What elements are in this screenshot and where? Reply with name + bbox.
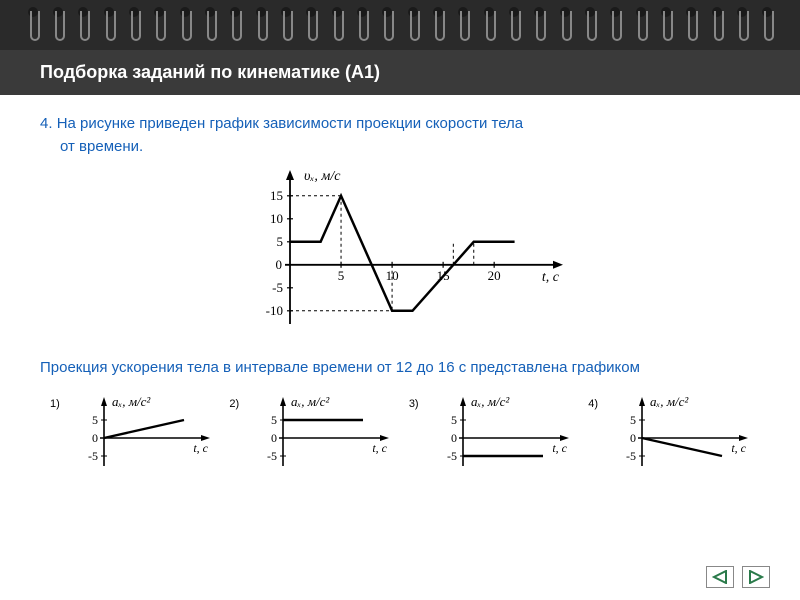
svg-text:aₓ, м/с²: aₓ, м/с² — [471, 394, 510, 409]
svg-text:5: 5 — [271, 413, 277, 427]
svg-text:aₓ, м/с²: aₓ, м/с² — [112, 394, 151, 409]
svg-text:10: 10 — [270, 211, 283, 226]
svg-text:10: 10 — [386, 268, 399, 283]
svg-text:-5: -5 — [272, 280, 283, 295]
svg-text:t, с: t, с — [373, 441, 388, 455]
problem-line1: На рисунке приведен график зависимости п… — [57, 115, 523, 132]
svg-text:0: 0 — [276, 257, 283, 272]
slide-title: Подборка заданий по кинематике (А1) — [0, 50, 800, 95]
svg-text:-5: -5 — [447, 449, 457, 463]
content-area: 4. На рисунке приведен график зависимост… — [0, 95, 800, 484]
svg-text:0: 0 — [451, 431, 457, 445]
svg-text:0: 0 — [271, 431, 277, 445]
problem-number: 4. — [40, 115, 53, 132]
problem-line2: от времени. — [40, 136, 760, 159]
svg-text:-10: -10 — [266, 303, 283, 318]
svg-text:-5: -5 — [267, 449, 277, 463]
svg-text:15: 15 — [270, 188, 283, 203]
svg-text:0: 0 — [630, 431, 636, 445]
svg-text:5: 5 — [451, 413, 457, 427]
svg-text:t, с: t, с — [542, 270, 560, 285]
option-number: 4) — [588, 394, 598, 410]
answer-options: 1) -5 0 5 aₓ, м/с² t, с 2) -5 0 5 aₓ, м/с² t, с 3) -5… — [40, 394, 760, 474]
nav-arrows — [706, 566, 770, 588]
svg-text:20: 20 — [488, 268, 501, 283]
problem-statement: 4. На рисунке приведен график зависимост… — [40, 113, 760, 158]
svg-text:5: 5 — [277, 234, 284, 249]
option: 3) -5 0 5 aₓ, м/с² t, с — [409, 394, 571, 474]
option: 2) -5 0 5 aₓ, м/с² t, с — [229, 394, 391, 474]
option-number: 1) — [50, 394, 60, 410]
next-button[interactable] — [742, 566, 770, 588]
svg-text:-5: -5 — [88, 449, 98, 463]
svg-text:t, с: t, с — [193, 441, 208, 455]
svg-text:5: 5 — [92, 413, 98, 427]
option: 4) -5 0 5 aₓ, м/с² t, с — [588, 394, 750, 474]
svg-text:t, с: t, с — [552, 441, 567, 455]
svg-text:aₓ, м/с²: aₓ, м/с² — [650, 394, 689, 409]
prev-button[interactable] — [706, 566, 734, 588]
option-number: 2) — [229, 394, 239, 410]
svg-text:0: 0 — [92, 431, 98, 445]
svg-text:-5: -5 — [626, 449, 636, 463]
svg-text:υₓ, м/с: υₓ, м/с — [304, 169, 341, 184]
svg-text:aₓ, м/с²: aₓ, м/с² — [291, 394, 330, 409]
option-number: 3) — [409, 394, 419, 410]
option: 1) -5 0 5 aₓ, м/с² t, с — [50, 394, 212, 474]
svg-text:5: 5 — [338, 268, 345, 283]
question-text: Проекция ускорения тела в интервале врем… — [40, 357, 760, 380]
svg-text:5: 5 — [630, 413, 636, 427]
svg-text:t, с: t, с — [731, 441, 746, 455]
main-chart: 5101520-10-5051015υₓ, м/сt, с — [40, 168, 760, 343]
notebook-binding — [0, 0, 800, 50]
